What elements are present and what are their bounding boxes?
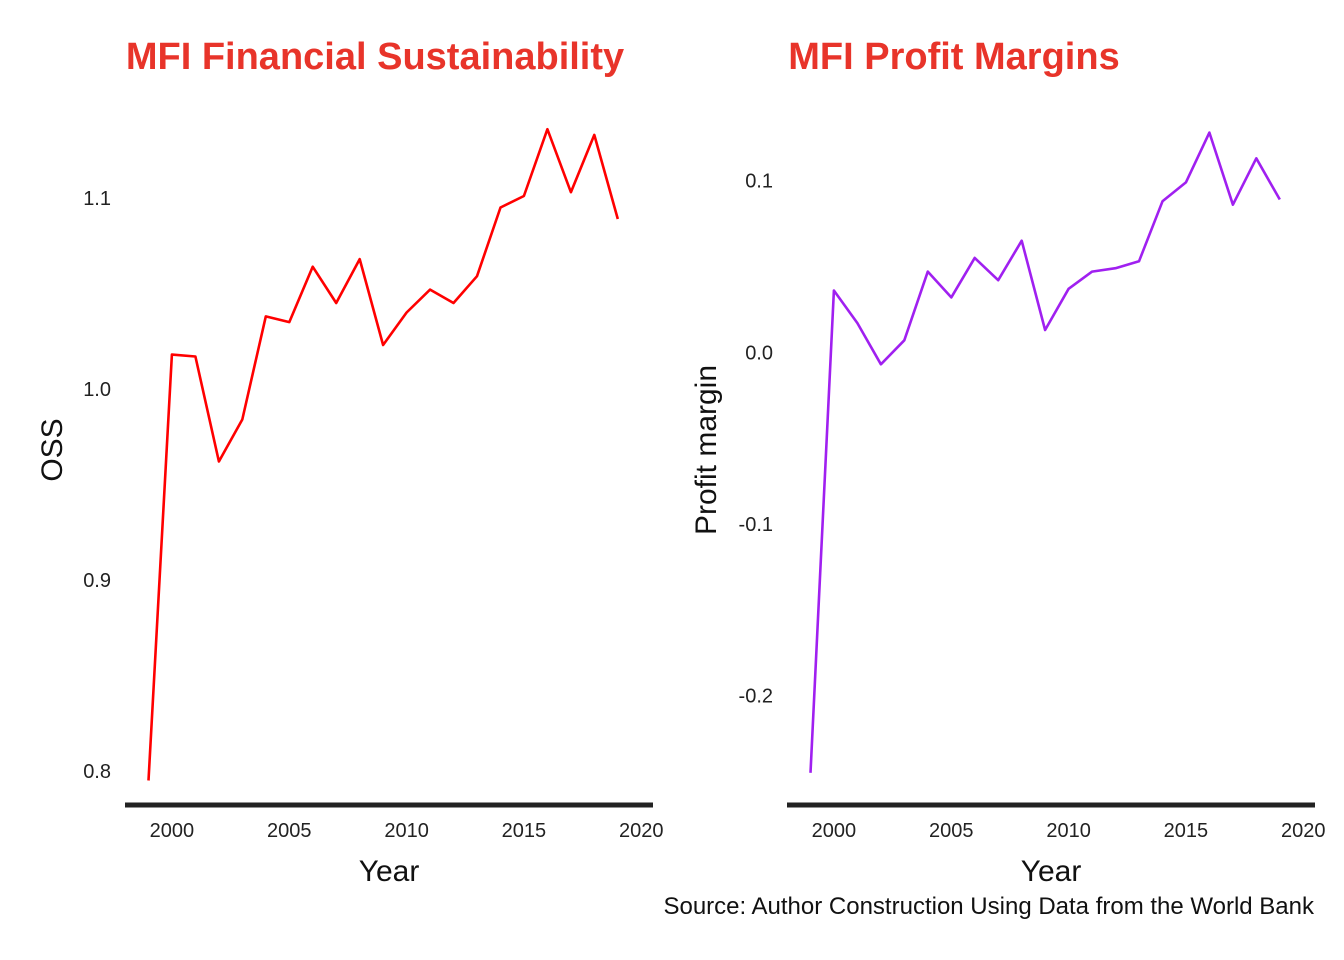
x-tick-label: 2000 <box>812 820 857 842</box>
x-tick-label: 2015 <box>1164 820 1209 842</box>
x-tick-label: 2020 <box>1281 820 1326 842</box>
panel-oss: MFI Financial Sustainability OSS 0.8 0.9 1… <box>36 36 664 888</box>
y-axis-title-oss: OSS <box>36 418 69 481</box>
x-ticks-profit-margin: 2000 2005 2010 2015 2020 <box>812 820 1326 842</box>
y-tick-label: 1.1 <box>83 188 111 210</box>
source-caption: Source: Author Construction Using Data f… <box>663 893 1314 920</box>
y-tick-label: 0.0 <box>745 342 773 364</box>
y-tick-label: 0.9 <box>83 570 111 592</box>
profit-margin-series-line <box>809 131 1281 773</box>
y-ticks-oss: 0.8 0.9 1.0 1.1 <box>83 188 111 783</box>
chart-title-profit-margin: MFI Profit Margins <box>788 36 1119 78</box>
x-tick-label: 2005 <box>929 820 974 842</box>
y-tick-label: -0.2 <box>739 686 773 708</box>
x-tick-label: 2000 <box>150 820 195 842</box>
oss-series-line <box>147 127 620 781</box>
x-ticks-oss: 2000 2005 2010 2015 2020 <box>150 820 664 842</box>
x-axis-title-oss: Year <box>359 855 420 888</box>
x-tick-label: 2015 <box>502 820 547 842</box>
y-tick-label: 1.0 <box>83 379 111 401</box>
y-tick-label: 0.1 <box>745 171 773 193</box>
x-tick-label: 2010 <box>384 820 429 842</box>
x-tick-label: 2010 <box>1046 820 1091 842</box>
y-tick-label: -0.1 <box>739 514 773 536</box>
x-tick-label: 2005 <box>267 820 312 842</box>
panel-profit-margin: MFI Profit Margins Profit margin -0.2-0.… <box>690 36 1326 888</box>
y-axis-title-profit-margin: Profit margin <box>690 365 723 535</box>
chart-title-oss: MFI Financial Sustainability <box>126 36 624 78</box>
x-axis-title-profit-margin: Year <box>1021 855 1082 888</box>
y-tick-label: 0.8 <box>83 761 111 783</box>
y-ticks-profit-margin: -0.2 -0.1 0.0 0.1 <box>739 171 773 708</box>
x-tick-label: 2020 <box>619 820 664 842</box>
